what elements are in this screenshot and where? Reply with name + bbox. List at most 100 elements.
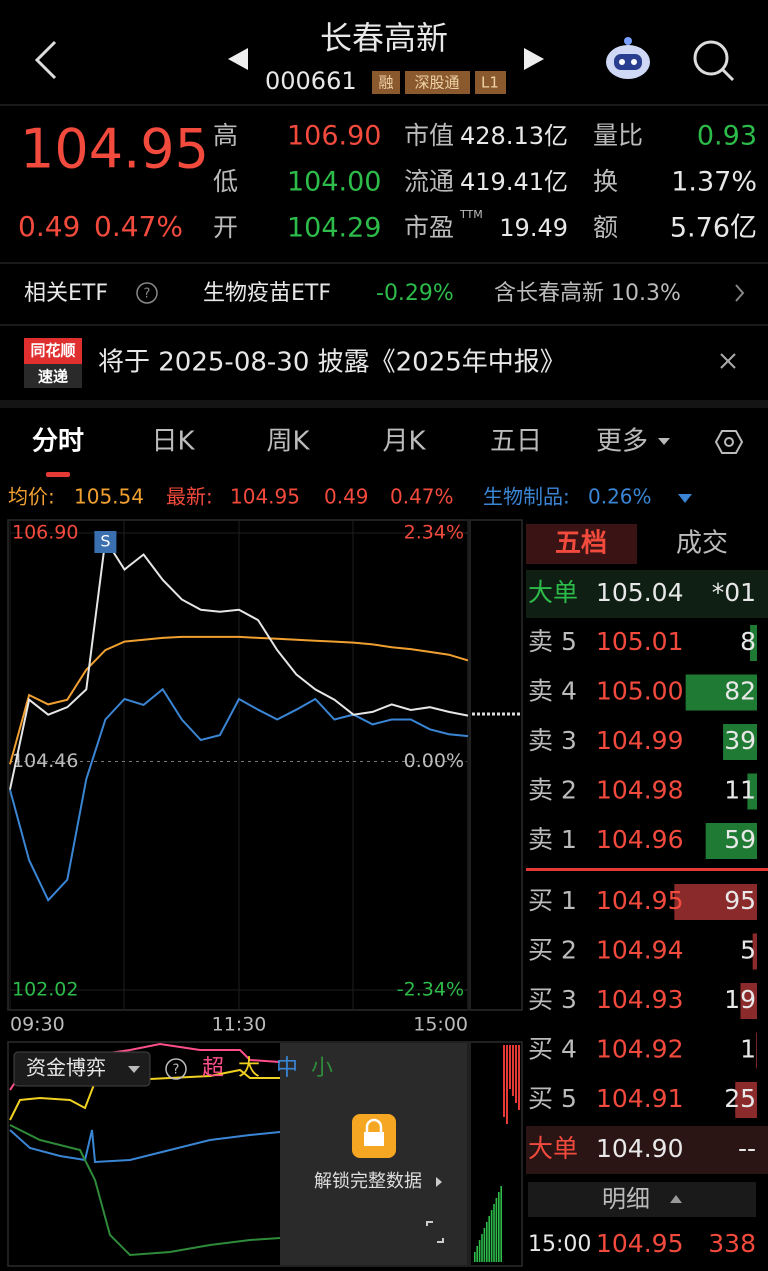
stat-value: 419.41亿 [460,168,568,196]
bid-bar [752,933,757,970]
book-label: 卖 3 [528,726,577,755]
book-volume: 1 [740,1035,756,1064]
book-tab[interactable]: 五档 [555,529,607,559]
divider [0,324,768,326]
back-button[interactable] [34,40,57,80]
flow-bar [493,1204,495,1262]
y-tick-label: 102.02 [12,979,78,1001]
legend-label: 均价: [8,485,55,509]
tab[interactable]: 分时 [32,427,84,457]
stock-tag: L1 [481,74,499,92]
flow-help-icon[interactable] [165,1058,187,1080]
book-price: 104.91 [596,1084,683,1113]
book-price: 105.01 [596,627,683,656]
lock-text[interactable]: 解锁完整数据 [314,1171,422,1192]
flow-bar [512,1045,514,1088]
etf-label: 相关ETF [24,281,108,306]
flow-bar [490,1210,493,1262]
notice-text: 将于 2025-08-30 披露《2025年中报》 [98,348,566,378]
book-label: 卖 1 [528,825,577,854]
legend-value: 104.95 [230,485,300,509]
active-tab-underline [46,472,70,477]
book-volume: 59 [724,825,756,854]
flow-selector[interactable] [13,1051,151,1087]
flow-bar [486,1222,488,1262]
lock-shackle [365,1118,383,1132]
settings-icon[interactable] [714,430,744,454]
book-price: 104.93 [596,985,683,1014]
next-stock[interactable] [524,48,544,70]
ask-bar [750,625,757,661]
more-caret[interactable] [658,438,670,445]
info-icon[interactable] [136,282,158,304]
trade-time: 15:00 [528,1232,591,1257]
series-line [9,536,469,790]
ask-bar [685,674,757,711]
flow-legend: 中 [276,1056,298,1081]
robot-antenna [624,37,632,45]
tab[interactable]: 周K [266,427,310,457]
sector-caret[interactable] [678,494,692,503]
tab-active-bg [526,524,637,564]
flow-line-medium [9,1129,281,1164]
legend-label: 生物制品: [483,485,570,509]
legend-value: 0.47% [390,485,454,509]
settings-icon-core [724,437,734,447]
last-price: 104.95 [20,118,209,181]
stat-label: 市值 [404,121,454,150]
search-button[interactable] [693,40,735,82]
legend-value: 0.26% [588,485,652,509]
stat-label: 高 [213,121,238,150]
book-tab[interactable]: 成交 [676,529,728,559]
notice-badge-text: 速递 [38,368,68,386]
legend-value: 0.49 [324,485,369,509]
book-price: 105.00 [596,677,683,706]
stat-value: 1.37% [671,167,757,198]
tab[interactable]: 月K [382,427,426,457]
big-sell-bg [526,570,768,618]
detail-bar[interactable] [528,1182,756,1217]
info-icon-glyph: ? [144,287,151,302]
book-label: 买 5 [528,1084,577,1113]
trade-volume: 338 [708,1229,756,1258]
etf-name[interactable]: 生物疫苗ETF [203,281,331,306]
book-price: 104.92 [596,1035,683,1064]
book-label: 卖 4 [528,677,577,706]
book-price: 104.98 [596,776,683,805]
y2-tick-label: 0.00% [404,750,464,772]
stat-superscript: TTM [459,208,483,221]
book-label: 卖 2 [528,776,577,805]
notice-close[interactable] [720,353,736,369]
tab[interactable]: 日K [151,427,195,457]
assistant-icon[interactable] [606,37,650,79]
search-lens [693,40,729,76]
expand-icon[interactable] [426,1221,444,1243]
stock-tag: 融 [378,74,393,92]
stat-label: 换 [593,167,618,196]
book-price: 104.94 [596,936,683,965]
y-tick-label: 104.46 [12,750,78,772]
book-price: 104.90 [596,1134,683,1163]
tag-box [372,71,400,94]
flow-help-glyph: ? [173,1063,180,1078]
bid-bar [756,1032,757,1069]
flow-bar [500,1186,502,1262]
tab[interactable]: 更多 [596,427,648,457]
chevron[interactable] [735,284,745,302]
y-tick-label: 106.90 [12,522,78,544]
robot-eye [619,59,625,65]
robot-eye [631,59,637,65]
flow-bar [518,1045,520,1102]
notice-badge-text: 同花顺 [30,342,75,360]
book-label: 买 3 [528,985,577,1014]
x-tick-label: 15:00 [413,1014,468,1036]
stat-value: 0.93 [697,121,757,152]
prev-stock[interactable] [228,48,248,70]
lock-arrow [436,1177,442,1187]
tab[interactable]: 五日 [490,427,542,457]
tag-box [405,71,470,94]
book-volume: *01 [712,578,756,607]
flow-legend: 小 [311,1056,333,1081]
stat-label: 市盈 [404,213,454,242]
ask-bar [747,773,757,810]
